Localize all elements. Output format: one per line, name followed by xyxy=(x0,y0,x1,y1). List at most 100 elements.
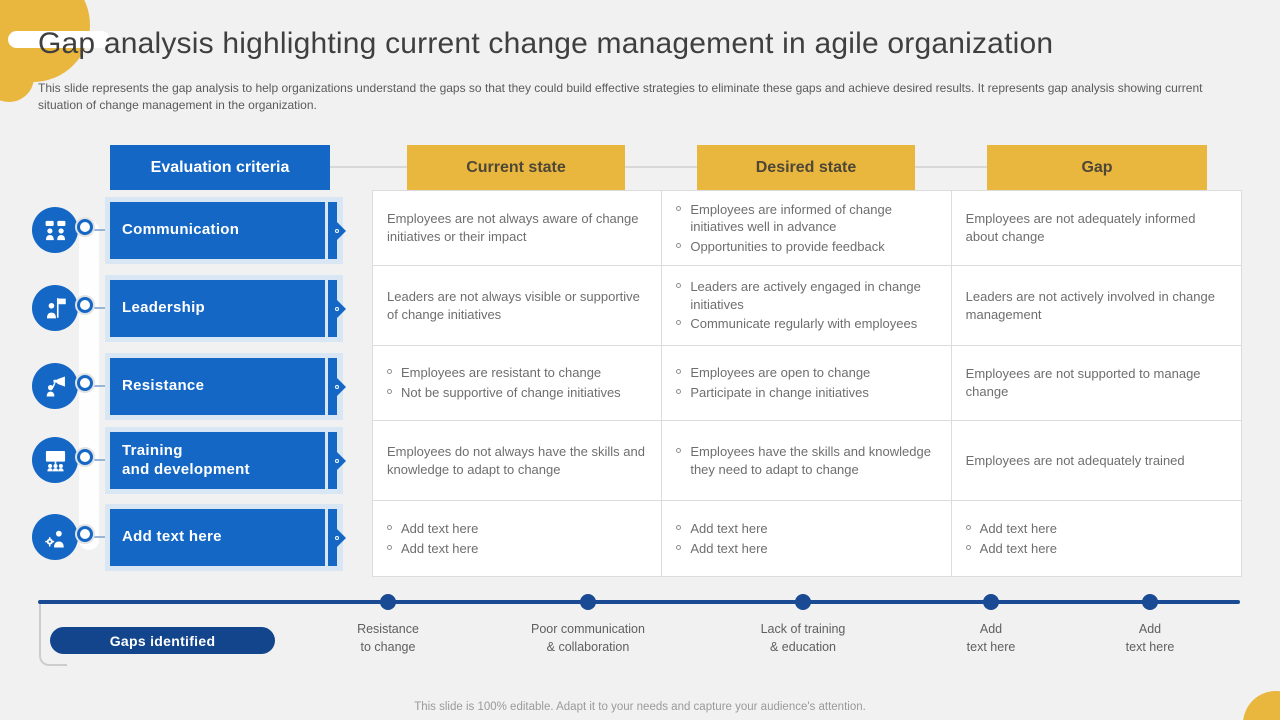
ring-marker xyxy=(77,375,93,391)
criteria-label-line: Communication xyxy=(122,221,240,239)
criteria-label-line: Leadership xyxy=(122,299,206,317)
milestone-label-line: text here xyxy=(966,640,1016,655)
cell-text: Leaders are actively engaged in change i… xyxy=(690,279,921,312)
footer-note: This slide is 100% editable. Adapt it to… xyxy=(414,701,866,713)
arrow-icon xyxy=(328,432,339,489)
criteria-label-line: Resistance xyxy=(122,377,205,395)
placeholder-text[interactable]: Add text here xyxy=(401,520,479,536)
bullet-item: Add text here xyxy=(965,540,1227,558)
bullet-marker-icon xyxy=(676,205,682,211)
bullet-marker-icon xyxy=(676,242,682,248)
cell-text: Participate in change initiatives xyxy=(690,385,869,400)
arrow-dot xyxy=(335,458,339,463)
criteria-label-line: Training xyxy=(122,441,183,459)
header-gap: Gap xyxy=(987,145,1207,190)
white-bar-decoration xyxy=(8,31,110,48)
arrow-dot xyxy=(335,306,339,311)
arrow-dot xyxy=(335,535,339,540)
bullet-item: Add text here xyxy=(965,520,1227,538)
bullet-item: Employees are resistant to change xyxy=(387,364,647,382)
current-state-cell: Employees do not always have the skills … xyxy=(373,421,663,501)
milestone-label-line: Resistance xyxy=(357,622,419,636)
cell-text: Employees are not adequately informed ab… xyxy=(965,211,1196,244)
bullet-item: Add text here xyxy=(676,520,936,538)
arrow-icon xyxy=(328,358,339,415)
communication-icon xyxy=(32,207,78,253)
criteria-halo: Add text here xyxy=(105,504,343,571)
criteria-label-communication: Communication xyxy=(110,202,325,259)
placeholder-text[interactable]: Add text here xyxy=(690,520,768,536)
header-current-state: Current state xyxy=(407,145,625,190)
current-state-cell: Add text here Add text here xyxy=(373,501,663,576)
timeline-placeholder-label[interactable]: Add text here xyxy=(906,620,1076,656)
criteria-halo: Communication xyxy=(105,197,343,264)
criteria-label-resistance: Resistance xyxy=(110,358,325,415)
gaps-identified-badge: Gaps identified xyxy=(50,627,275,654)
bullet-marker-icon xyxy=(676,369,682,375)
criteria-item-add-text-here: Add text here xyxy=(30,504,360,571)
bullet-item: Communicate regularly with employees xyxy=(676,315,936,333)
milestone-label-line: & education xyxy=(769,640,837,655)
training-icon xyxy=(32,437,78,483)
page-title: Gap analysis highlighting current change… xyxy=(38,27,1054,60)
cell-text: Employees are open to change xyxy=(690,365,871,381)
timeline-placeholder-label[interactable]: Add text here xyxy=(1065,620,1235,656)
criteria-halo: Leadership xyxy=(105,275,343,342)
header-evaluation-criteria: Evaluation criteria xyxy=(110,145,330,190)
criteria-label-add-text-here[interactable]: Add text here xyxy=(110,509,325,566)
milestone-label-line: Add xyxy=(1138,622,1162,636)
cell-text: Employees are not supported to manage ch… xyxy=(965,366,1201,399)
gap-analysis-table: Employees are not always aware of change… xyxy=(372,190,1242,577)
header-desired-state: Desired state xyxy=(697,145,915,190)
arrow-icon xyxy=(328,280,339,337)
gap-state-cell: Add text here Add text here xyxy=(952,501,1241,576)
placeholder-text[interactable]: Add text here xyxy=(401,540,479,556)
slide-description: This slide represents the gap analysis t… xyxy=(38,81,1203,112)
arrow-icon xyxy=(328,202,339,259)
timeline-dot xyxy=(1142,594,1158,610)
bullet-marker-icon xyxy=(387,389,392,394)
timeline-bracket xyxy=(39,604,67,666)
bullet-marker-icon xyxy=(676,524,682,530)
desired-state-cell: Leaders are actively engaged in change i… xyxy=(662,266,952,346)
timeline-milestone-label: Lack of training & education xyxy=(718,620,888,656)
criteria-label-line: Add text here xyxy=(122,528,222,546)
placeholder-text[interactable]: Add text here xyxy=(690,540,768,556)
timeline-line xyxy=(38,600,1240,604)
milestone-label-line: & collaboration xyxy=(546,640,630,655)
timeline-milestone-label: Resistance to change xyxy=(303,620,473,656)
bullet-marker-icon xyxy=(676,447,682,453)
timeline-milestone-label: Poor communication & collaboration xyxy=(503,620,673,656)
gap-state-cell: Employees are not supported to manage ch… xyxy=(951,346,1241,421)
header-connector xyxy=(625,166,697,168)
placeholder-text[interactable]: Add text here xyxy=(979,540,1057,556)
bullet-item: Participate in change initiatives xyxy=(676,384,936,402)
leadership-icon xyxy=(32,285,78,331)
desired-state-cell: Employees are informed of change initiat… xyxy=(662,191,952,266)
ring-marker xyxy=(77,526,93,542)
timeline-dot xyxy=(983,594,999,610)
placeholder-text[interactable]: Add text here xyxy=(979,520,1057,536)
cell-text: Employees do not always have the skills … xyxy=(387,443,645,477)
arrow-dot xyxy=(335,384,339,389)
bullet-item: Opportunities to provide feedback xyxy=(676,238,936,256)
desired-state-cell: Add text here Add text here xyxy=(662,501,952,576)
bullet-marker-icon xyxy=(965,524,971,530)
criteria-label-training-and-development: Training and development xyxy=(110,432,325,489)
cell-text: Employees have the skills and knowledge … xyxy=(690,443,931,477)
ring-marker xyxy=(77,297,93,313)
current-state-cell: Employees are not always aware of change… xyxy=(373,191,663,266)
bullet-marker-icon xyxy=(387,524,392,530)
bullet-item: Add text here xyxy=(387,540,647,558)
ring-marker xyxy=(77,219,93,235)
criteria-item-leadership: Leadership xyxy=(30,275,360,342)
cell-text: Communicate regularly with employees xyxy=(690,316,918,332)
cell-text: Opportunities to provide feedback xyxy=(690,238,885,254)
bullet-item: Leaders are actively engaged in change i… xyxy=(676,278,936,313)
criteria-halo: Resistance xyxy=(105,353,343,420)
criteria-item-communication: Communication xyxy=(30,197,360,264)
milestone-label-line: text here xyxy=(1125,640,1175,655)
gap-state-cell: Employees are not adequately informed ab… xyxy=(951,191,1241,266)
current-state-cell: Employees are resistant to change Not be … xyxy=(373,346,663,421)
